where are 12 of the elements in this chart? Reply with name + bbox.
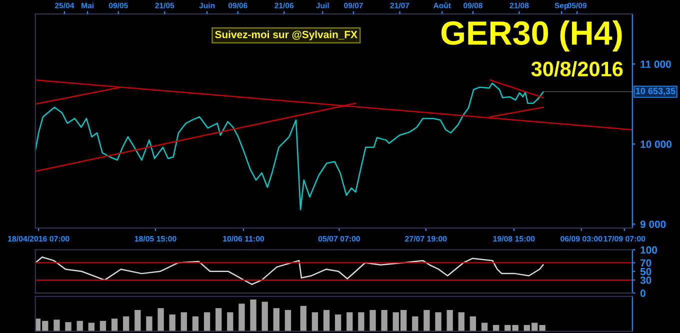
annotation: Suivez-moi sur @Sylvain_FX [215, 30, 358, 40]
y-tick-label: 70 [640, 259, 652, 267]
y-tick-label: 11 000 [640, 60, 671, 68]
y-tick-label: 30 [640, 276, 652, 284]
y-tick-label: 100 [640, 246, 657, 254]
y-tick-label: 10 000 [640, 140, 672, 148]
chart-title: GER30 (H4) [441, 20, 622, 52]
y-tick-label: 50 [640, 268, 652, 276]
y-tick-label: 0 [640, 290, 646, 297]
y-tick-label: 9 000 [640, 220, 666, 228]
annotation: 10 653,35 [636, 88, 676, 96]
text: 30/8/2016 [531, 61, 623, 77]
